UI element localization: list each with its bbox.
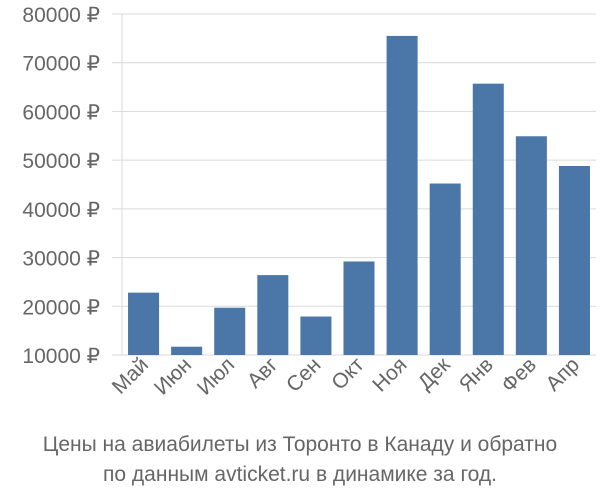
x-tick-label: Май — [108, 353, 153, 398]
bars — [128, 35, 590, 356]
bar-Сен — [300, 316, 332, 355]
y-tick-label: 20000 ₽ — [22, 296, 100, 319]
bar-chart: 10000 ₽ 20000 ₽ 30000 ₽ 40000 ₽ 50000 ₽ 60000… — [22, 4, 596, 400]
x-tick-label: Июн — [150, 353, 196, 399]
y-tick-label: 80000 ₽ — [22, 4, 100, 27]
bar-Май — [128, 292, 160, 355]
grid-lines — [112, 13, 596, 356]
y-tick-label: 10000 ₽ — [22, 345, 100, 368]
bar-Янв — [472, 83, 504, 355]
y-tick-label: 40000 ₽ — [22, 199, 100, 222]
x-tick-label: Янв — [455, 353, 498, 396]
bar-Июл — [214, 307, 246, 355]
caption-line-2: по данным avticket.ru в динамике за год. — [103, 463, 497, 486]
caption-line-1: Цены на авиабилеты из Торонто в Канаду и… — [42, 433, 558, 456]
y-tick-label: 50000 ₽ — [22, 150, 100, 173]
x-tick-label: Сен — [282, 353, 325, 396]
x-tick-label: Дек — [414, 353, 456, 395]
y-tick-label: 70000 ₽ — [22, 53, 100, 76]
bar-Фев — [515, 136, 547, 355]
y-tick-label: 30000 ₽ — [22, 248, 100, 271]
bar-Апр — [558, 165, 590, 355]
x-tick-label: Фев — [497, 353, 541, 397]
y-axis-ticks: 10000 ₽ 20000 ₽ 30000 ₽ 40000 ₽ 50000 ₽ 60000… — [22, 4, 100, 368]
bar-Ноя — [386, 35, 418, 356]
x-tick-label: Авг — [243, 353, 283, 393]
chart-caption: Цены на авиабилеты из Торонто в Канаду и… — [0, 430, 600, 490]
x-tick-label: Апр — [542, 353, 584, 395]
x-tick-label: Ноя — [368, 353, 411, 396]
x-tick-label: Окт — [327, 353, 369, 395]
bar-Дек — [429, 183, 461, 355]
bar-Июн — [171, 346, 203, 355]
bar-Окт — [343, 261, 375, 355]
bar-Авг — [257, 275, 289, 355]
x-tick-label: Июл — [193, 353, 239, 399]
y-tick-label: 60000 ₽ — [22, 101, 100, 124]
